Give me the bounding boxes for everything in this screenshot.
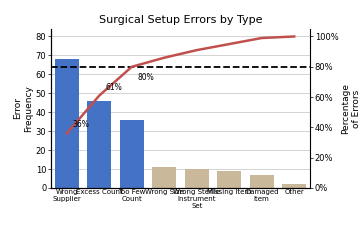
Bar: [217, 171, 242, 188]
Text: 36%: 36%: [73, 120, 90, 129]
Bar: [119, 120, 144, 188]
Bar: [184, 169, 209, 188]
Bar: [55, 59, 79, 188]
Bar: [87, 101, 112, 188]
Text: 61%: 61%: [105, 82, 122, 92]
Y-axis label: Error
Frequency: Error Frequency: [14, 85, 33, 132]
Title: Surgical Setup Errors by Type: Surgical Setup Errors by Type: [99, 15, 262, 25]
Bar: [249, 175, 274, 188]
Bar: [282, 184, 306, 188]
Y-axis label: Percentage
of Errors: Percentage of Errors: [341, 83, 361, 134]
Text: 80%: 80%: [138, 74, 155, 82]
Bar: [152, 167, 177, 188]
